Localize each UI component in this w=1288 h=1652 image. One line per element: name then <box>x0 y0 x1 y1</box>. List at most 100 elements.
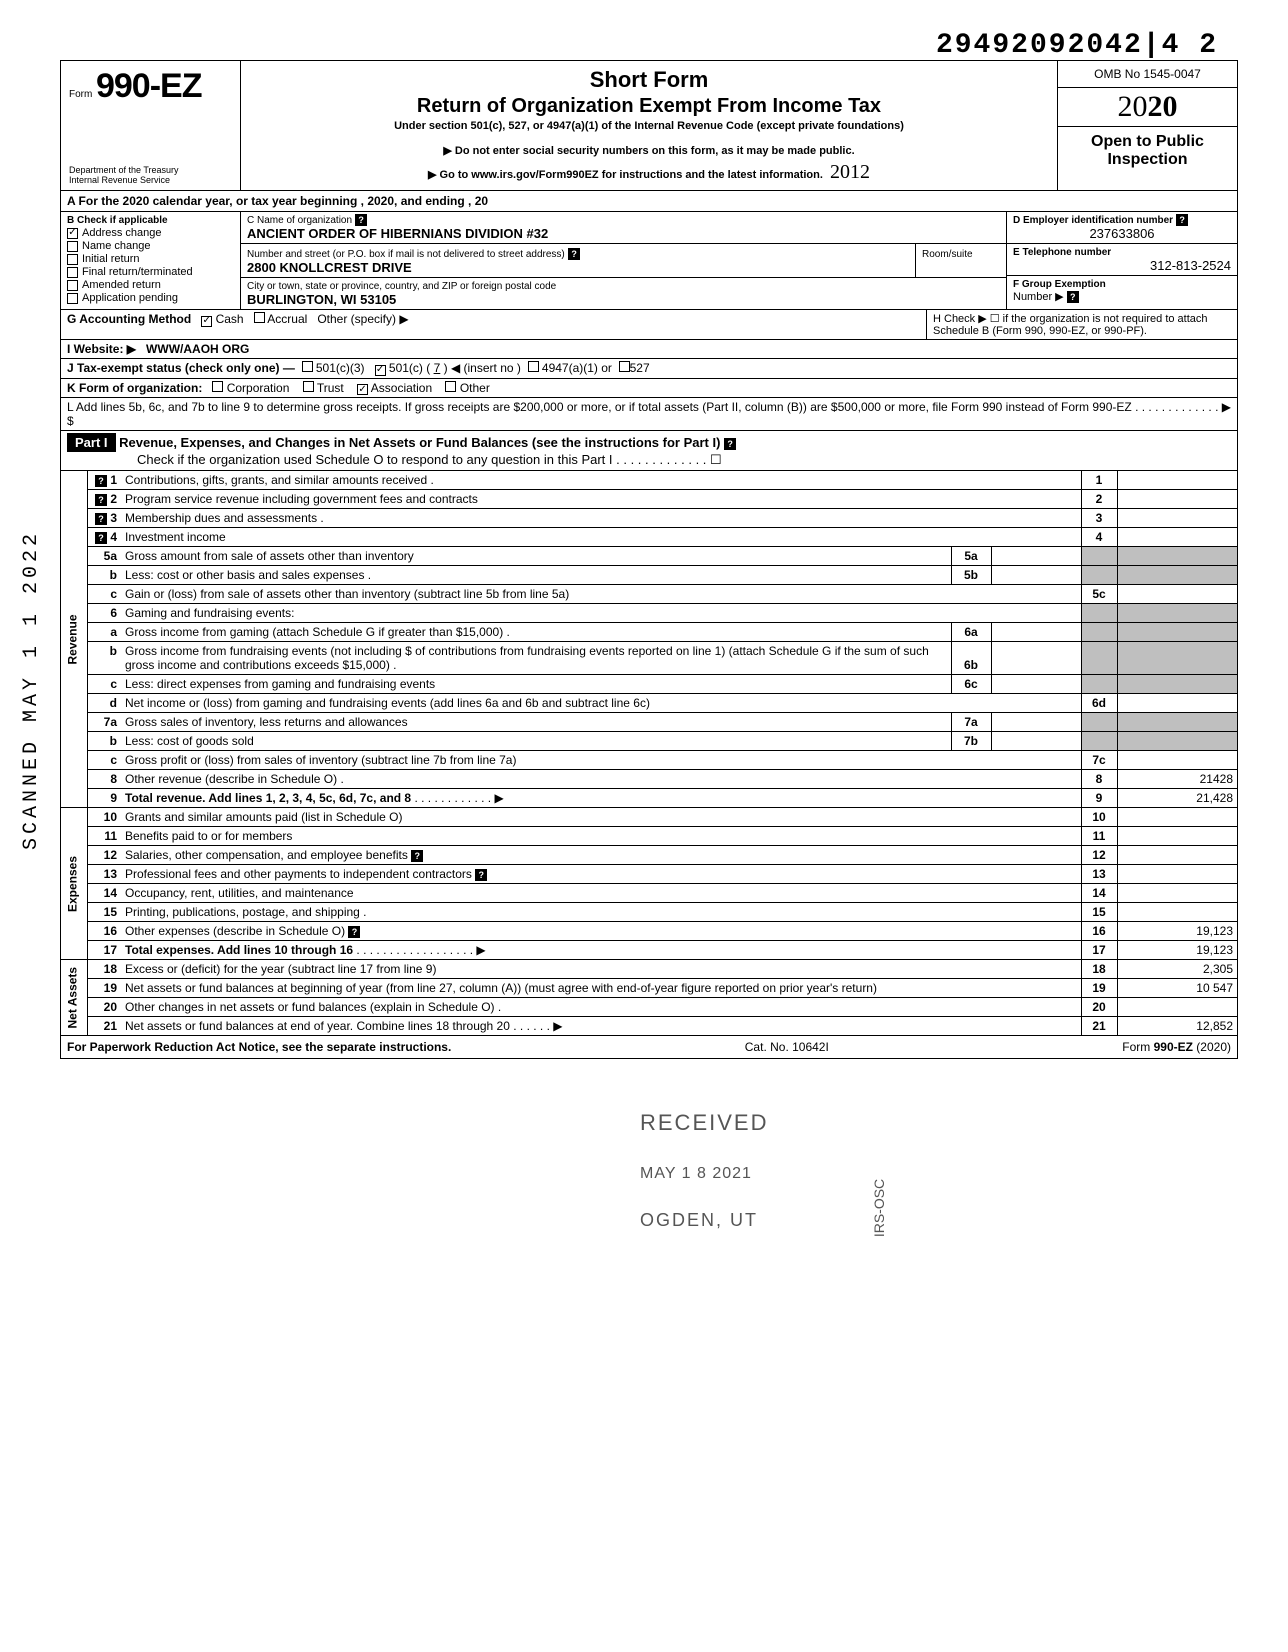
chk-name-change[interactable]: Name change <box>67 240 234 252</box>
form-prefix: Form <box>69 89 92 100</box>
header-title-block: Short Form Return of Organization Exempt… <box>241 61 1057 190</box>
chk-address-change[interactable]: ✓Address change <box>67 227 234 239</box>
rv-5a-sh <box>1117 547 1237 566</box>
part-1-title: Revenue, Expenses, and Changes in Net As… <box>119 435 720 450</box>
rn-7b-sh <box>1081 732 1117 751</box>
chk-accrual[interactable] <box>254 312 265 323</box>
chk-initial-return[interactable]: Initial return <box>67 253 234 265</box>
section-bcd: B Check if applicable ✓Address change Na… <box>61 212 1237 310</box>
desc-14: Occupancy, rent, utilities, and maintena… <box>121 884 1081 903</box>
g-label: G Accounting Method <box>67 312 191 326</box>
val-5c <box>1117 585 1237 604</box>
tel-label: E Telephone number <box>1013 247 1111 258</box>
chk-label-5: Application pending <box>82 292 178 304</box>
a1-label: 4947(a)(1) or <box>542 361 612 375</box>
desc-9: Total revenue. Add lines 1, 2, 3, 4, 5c,… <box>125 791 411 805</box>
chk-cash[interactable]: ✓ <box>201 316 212 327</box>
trust-label: Trust <box>317 381 344 395</box>
desc-5a: Gross amount from sale of assets other t… <box>121 547 951 566</box>
rv-6a-sh <box>1117 623 1237 642</box>
help-icon[interactable]: ? <box>95 513 107 525</box>
stamp-ogden: OGDEN, UT <box>640 1210 758 1231</box>
desc-18: Excess or (deficit) for the year (subtra… <box>121 960 1081 979</box>
rn-21: 21 <box>1081 1017 1117 1036</box>
help-icon[interactable]: ? <box>1176 214 1188 226</box>
help-icon[interactable]: ? <box>95 475 107 487</box>
chk-corp[interactable] <box>212 381 223 392</box>
chk-501c[interactable]: ✓ <box>375 365 386 376</box>
c-label: 501(c) ( <box>389 361 430 375</box>
year-prefix: 20 <box>1118 90 1148 123</box>
col-b-checkboxes: B Check if applicable ✓Address change Na… <box>61 212 241 309</box>
ln-19: 19 <box>87 979 121 998</box>
group-exemption-row: F Group Exemption Number ▶ ? <box>1007 276 1237 309</box>
desc-6: Gaming and fundraising events: <box>121 604 1081 623</box>
ln-17: 17 <box>87 941 121 960</box>
help-icon[interactable]: ? <box>411 850 423 862</box>
chk-527[interactable] <box>619 361 630 372</box>
desc-15: Printing, publications, postage, and shi… <box>121 903 1081 922</box>
val-14 <box>1117 884 1237 903</box>
help-icon[interactable]: ? <box>475 869 487 881</box>
subtitle: Under section 501(c), 527, or 4947(a)(1)… <box>251 120 1047 132</box>
help-icon[interactable]: ? <box>348 926 360 938</box>
chk-trust[interactable] <box>303 381 314 392</box>
val-17: 19,123 <box>1117 941 1237 960</box>
chk-pending[interactable]: Application pending <box>67 292 234 304</box>
chk-assoc[interactable]: ✓ <box>357 384 368 395</box>
help-icon[interactable]: ? <box>1067 291 1079 303</box>
val-21: 12,852 <box>1117 1017 1237 1036</box>
desc-21: Net assets or fund balances at end of ye… <box>125 1019 510 1033</box>
desc-20: Other changes in net assets or fund bala… <box>121 998 1081 1017</box>
chk-4947[interactable] <box>528 361 539 372</box>
ln-1: 1 <box>110 473 117 487</box>
tel-row: E Telephone number 312-813-2524 <box>1007 244 1237 276</box>
help-icon[interactable]: ? <box>95 532 107 544</box>
part-1-tag: Part I <box>67 433 116 452</box>
rn-5c: 5c <box>1081 585 1117 604</box>
chk-501c3[interactable] <box>302 361 313 372</box>
ln-16: 16 <box>87 922 121 941</box>
val-11 <box>1117 827 1237 846</box>
ln-14: 14 <box>87 884 121 903</box>
chk-label-2: Initial return <box>82 253 139 265</box>
val-4 <box>1117 528 1237 547</box>
mv-5b <box>991 566 1081 585</box>
rn-16: 16 <box>1081 922 1117 941</box>
document-code: 29492092042|4 2 <box>936 30 1218 61</box>
stamp-irs: IRS-OSC <box>871 1179 887 1237</box>
ln-21: 21 <box>87 1017 121 1036</box>
footer: For Paperwork Reduction Act Notice, see … <box>61 1035 1237 1058</box>
footer-mid: Cat. No. 10642I <box>745 1040 829 1054</box>
header-left: Form 990-EZ Department of the Treasury I… <box>61 61 241 190</box>
chk-label-0: Address change <box>82 227 162 239</box>
org-addr: 2800 kNOLLCREST DRIVE <box>247 260 412 275</box>
chk-other[interactable] <box>445 381 456 392</box>
instruct-2-text: ▶ Go to www.irs.gov/Form990EZ for instru… <box>428 169 823 181</box>
desc-6c: Less: direct expenses from gaming and fu… <box>121 675 951 694</box>
help-icon[interactable]: ? <box>568 248 580 260</box>
ein-value: 237633806 <box>1013 226 1231 241</box>
footer-right: Form 990-EZ (2020) <box>1122 1040 1231 1054</box>
footer-left: For Paperwork Reduction Act Notice, see … <box>67 1040 451 1054</box>
help-icon[interactable]: ? <box>95 494 107 506</box>
part-1-header-row: Part I Revenue, Expenses, and Changes in… <box>61 431 1237 471</box>
tel-value: 312-813-2524 <box>1013 258 1231 273</box>
chk-amended[interactable]: Amended return <box>67 279 234 291</box>
chk-final-return[interactable]: Final return/terminated <box>67 266 234 278</box>
header-right: OMB No 1545-0047 2020 Open to Public Ins… <box>1057 61 1237 190</box>
desc-19: Net assets or fund balances at beginning… <box>121 979 1081 998</box>
stamp-received: RECEIVED <box>640 1110 768 1136</box>
help-icon[interactable]: ? <box>724 438 736 450</box>
org-city-row: City or town, state or province, country… <box>241 278 1006 309</box>
help-icon[interactable]: ? <box>355 214 367 226</box>
part-1-lines: Revenue ? 1 Contributions, gifts, grants… <box>61 471 1237 1035</box>
org-name-label: C Name of organization <box>247 215 352 226</box>
s527-label: 527 <box>630 361 650 375</box>
cash-label: Cash <box>216 312 244 326</box>
rn-12: 12 <box>1081 846 1117 865</box>
col-c-name-address: C Name of organization ? ANCIENT ORDER O… <box>241 212 1007 309</box>
col-d-ein-tel: D Employer identification number ? 23763… <box>1007 212 1237 309</box>
org-name-row: C Name of organization ? ANCIENT ORDER O… <box>241 212 1006 244</box>
rn-6b-sh <box>1081 642 1117 675</box>
